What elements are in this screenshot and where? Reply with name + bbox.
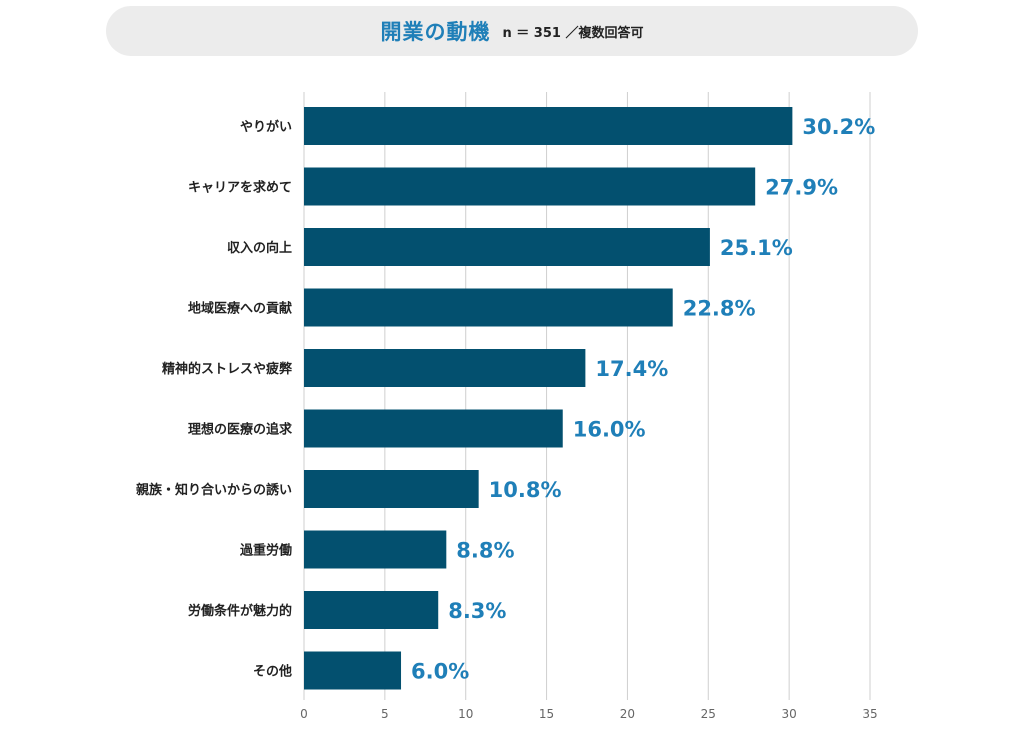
value-label: 22.8% xyxy=(683,297,756,321)
x-tick-label: 5 xyxy=(381,707,389,721)
bar xyxy=(304,591,439,629)
category-label: 理想の医療の追求 xyxy=(188,422,293,438)
bar xyxy=(304,470,479,508)
bar xyxy=(304,167,756,206)
category-label: 親族・知り合いからの誘い xyxy=(136,482,292,498)
bar xyxy=(304,288,673,327)
value-label: 10.8% xyxy=(489,478,562,502)
value-label: 8.3% xyxy=(448,599,506,623)
x-tick-label: 20 xyxy=(620,707,635,721)
value-label: 25.1% xyxy=(720,236,793,260)
category-label: 過重労働 xyxy=(239,543,292,559)
chart-subtitle: n ＝ 351 ／複数回答可 xyxy=(502,25,644,41)
x-tick-label: 35 xyxy=(862,707,877,721)
bar xyxy=(304,651,402,690)
bar xyxy=(304,107,793,145)
value-label: 8.8% xyxy=(456,539,514,563)
x-tick-label: 30 xyxy=(782,707,797,721)
chart-title-bar: 開業の動機 n ＝ 351 ／複数回答可 xyxy=(106,6,918,56)
category-label: 精神的ストレスや疲弊 xyxy=(162,361,293,377)
value-label: 17.4% xyxy=(595,357,668,381)
bar xyxy=(304,349,586,387)
value-label: 16.0% xyxy=(573,418,646,442)
bar xyxy=(304,228,710,266)
category-label: キャリアを求めて xyxy=(188,180,292,196)
x-tick-label: 25 xyxy=(701,707,716,721)
chart-title: 開業の動機 xyxy=(380,20,491,44)
category-label: 地域医療への貢献 xyxy=(188,301,292,317)
category-label: 労働条件が魅力的 xyxy=(188,603,292,619)
bar xyxy=(304,530,447,569)
category-label: 収入の向上 xyxy=(227,240,292,256)
x-tick-label: 0 xyxy=(300,707,308,721)
value-label: 6.0% xyxy=(411,660,469,684)
category-label: その他 xyxy=(253,664,292,680)
category-label: やりがい xyxy=(240,119,292,135)
bar xyxy=(304,409,563,448)
x-tick-label: 15 xyxy=(539,707,554,721)
value-label: 27.9% xyxy=(765,176,838,200)
value-label: 30.2% xyxy=(802,115,875,139)
x-tick-label: 10 xyxy=(458,707,473,721)
